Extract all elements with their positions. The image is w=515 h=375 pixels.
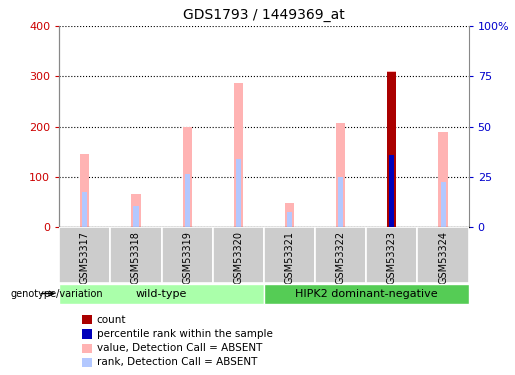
Bar [440,182,445,227]
Bar [234,83,243,227]
Bar [213,227,264,283]
Text: HIPK2 dominant-negative: HIPK2 dominant-negative [295,288,438,298]
Bar [389,154,394,227]
Text: GSM53318: GSM53318 [131,231,141,284]
Text: genotype/variation: genotype/variation [10,289,103,299]
Bar [389,155,394,227]
Bar [82,192,88,227]
Text: GSM53320: GSM53320 [233,231,244,284]
Title: GDS1793 / 1449369_at: GDS1793 / 1449369_at [183,9,345,22]
Bar [264,227,315,283]
Text: GSM53317: GSM53317 [80,231,90,284]
Text: rank, Detection Call = ABSENT: rank, Detection Call = ABSENT [97,357,257,368]
Bar [80,154,90,227]
Bar [131,194,141,227]
Text: GSM53319: GSM53319 [182,231,192,284]
Bar [387,72,397,227]
Bar [315,227,366,283]
Bar [133,206,139,227]
Bar [338,177,344,227]
Text: count: count [97,315,126,325]
Bar [418,227,469,283]
Text: wild-type: wild-type [136,288,187,298]
Bar [264,284,469,304]
Bar [59,227,110,283]
Bar [110,227,162,283]
Bar [59,284,264,304]
Bar [336,123,346,227]
Text: GSM53324: GSM53324 [438,231,448,284]
Bar [184,174,190,227]
Bar [285,203,294,227]
Bar [162,227,213,283]
Text: GSM53321: GSM53321 [284,231,295,284]
Bar [287,212,292,227]
Text: percentile rank within the sample: percentile rank within the sample [97,329,273,339]
Text: GSM53322: GSM53322 [336,231,346,284]
Bar [236,159,241,227]
Bar [438,132,448,227]
Bar [366,227,418,283]
Text: value, Detection Call = ABSENT: value, Detection Call = ABSENT [97,343,262,353]
Text: GSM53323: GSM53323 [387,231,397,284]
Bar [387,71,397,227]
Bar [182,127,192,227]
